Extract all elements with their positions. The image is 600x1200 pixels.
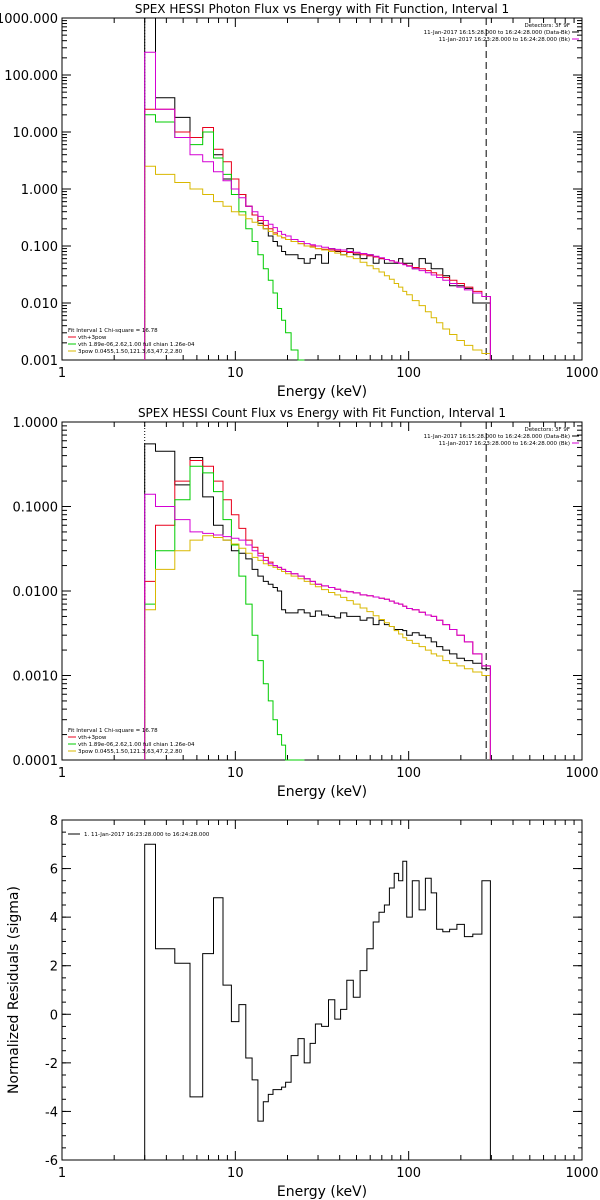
series-line-3 — [144, 465, 305, 761]
series-line-4 — [144, 535, 491, 760]
y-tick-label: -4 — [45, 1105, 58, 1120]
x-axis-label: Energy (keV) — [277, 1184, 367, 1200]
x-axis-label: Energy (keV) — [277, 384, 367, 400]
y-tick-label: 10.000 — [13, 126, 59, 141]
x-tick-label: 10 — [227, 1166, 244, 1181]
chart-title: SPEX HESSI Count Flux vs Energy with Fit… — [138, 406, 506, 420]
series-line-2 — [144, 108, 491, 360]
legend-entry: 1. 11-Jan-2017 16:23:28.000 to 16:24:28.… — [84, 832, 210, 838]
plot-frame — [61, 819, 583, 1161]
legend-entry: 3pow 0.0455,1.50,121.3,63,47.2,2.80 — [78, 349, 183, 355]
legend-entry: Fit Interval 1 Chi-square = 16.78 — [68, 728, 158, 734]
legend-entry: 3pow 0.0455,1.50,121.3,63,47.2,2.80 — [78, 749, 183, 755]
series-line-1 — [144, 843, 491, 1160]
x-tick-label: 100 — [396, 366, 421, 381]
header-line: 11-Jan-2017 16:15:28.000 to 16:24:28.000… — [424, 434, 570, 440]
y-tick-label: 0.100 — [21, 240, 58, 255]
y-tick-label: 6 — [50, 863, 58, 878]
x-axis-label: Energy (keV) — [277, 784, 367, 800]
x-tick-label: 1000 — [565, 366, 598, 381]
series-line-4 — [144, 165, 491, 360]
y-tick-label: 0.0100 — [13, 585, 59, 600]
x-tick-label: 10 — [227, 366, 244, 381]
y-tick-label: 0.010 — [21, 297, 58, 312]
y-tick-label: 0.0001 — [13, 754, 59, 769]
y-tick-label: -2 — [45, 1057, 58, 1072]
y-tick-label: 0.1000 — [13, 501, 59, 516]
series-line-5 — [144, 51, 491, 360]
chart-2: 1 10 100 1000 0.0001 0.0010 0.0100 0.1000 1.0000… — [13, 406, 599, 800]
legend-entry: vth 1.89e-06,2.62,1.00 full chian 1.26e-… — [78, 342, 195, 348]
legend-entry: Fit Interval 1 Chi-square = 16.78 — [68, 328, 158, 334]
x-tick-label: 100 — [396, 1166, 421, 1181]
y-tick-label: 4 — [50, 911, 58, 926]
x-tick-label: 100 — [396, 766, 421, 781]
header-line: Detectors: 3F 9F — [524, 427, 570, 433]
x-tick-label: 1000 — [565, 766, 598, 781]
plot-frame — [61, 421, 583, 761]
y-axis-label: Normalized Residuals (sigma) — [6, 886, 22, 1094]
chart-title: SPEX HESSI Photon Flux vs Energy with Fi… — [135, 2, 509, 16]
y-tick-label: 1.000 — [21, 183, 58, 198]
chart-1: 1 10 100 1000 0.001 0.010 0.100 1.000 10.000 100.… — [0, 2, 599, 400]
plot-frame — [61, 17, 583, 361]
x-tick-label: 1 — [58, 766, 66, 781]
chart-3: 1 10 100 1000 -6 -4 -2 0 2 4 6 8 Energy (keV) Normali… — [6, 814, 599, 1200]
series-line-3 — [144, 114, 305, 361]
x-tick-label: 1 — [58, 1166, 66, 1181]
y-tick-label: 8 — [50, 814, 58, 829]
header-line: 11-Jan-2017 16:23:28.000 to 16:24:28.000… — [439, 441, 570, 447]
y-tick-label: 0 — [50, 1008, 58, 1023]
legend-entry: vth 1.89e-06,2.62,1.00 full chian 1.26e-… — [78, 742, 195, 748]
y-tick-label: 100.000 — [4, 69, 58, 84]
y-tick-label: 2 — [50, 960, 58, 975]
series-line-1 — [144, 443, 491, 760]
x-tick-label: 1000 — [565, 1166, 598, 1181]
y-tick-label: 0.001 — [21, 354, 58, 369]
legend-entry: vth+3pow — [78, 735, 107, 741]
y-tick-label: 1.0000 — [13, 416, 59, 431]
header-line: 11-Jan-2017 16:15:28.000 to 16:24:28.000… — [424, 30, 570, 36]
y-tick-label: -6 — [45, 1154, 58, 1169]
header-line: Detectors: 3F 9F — [524, 23, 570, 29]
series-line-5 — [144, 493, 491, 760]
header-line: 11-Jan-2017 16:23:28.000 to 16:24:28.000… — [439, 37, 570, 43]
series-line-2 — [144, 460, 491, 760]
y-tick-label: 0.0010 — [13, 670, 59, 685]
legend-entry: vth+3pow — [78, 335, 107, 341]
x-tick-label: 10 — [227, 766, 244, 781]
y-tick-label: 1000.000 — [0, 12, 58, 27]
x-tick-label: 1 — [58, 366, 66, 381]
